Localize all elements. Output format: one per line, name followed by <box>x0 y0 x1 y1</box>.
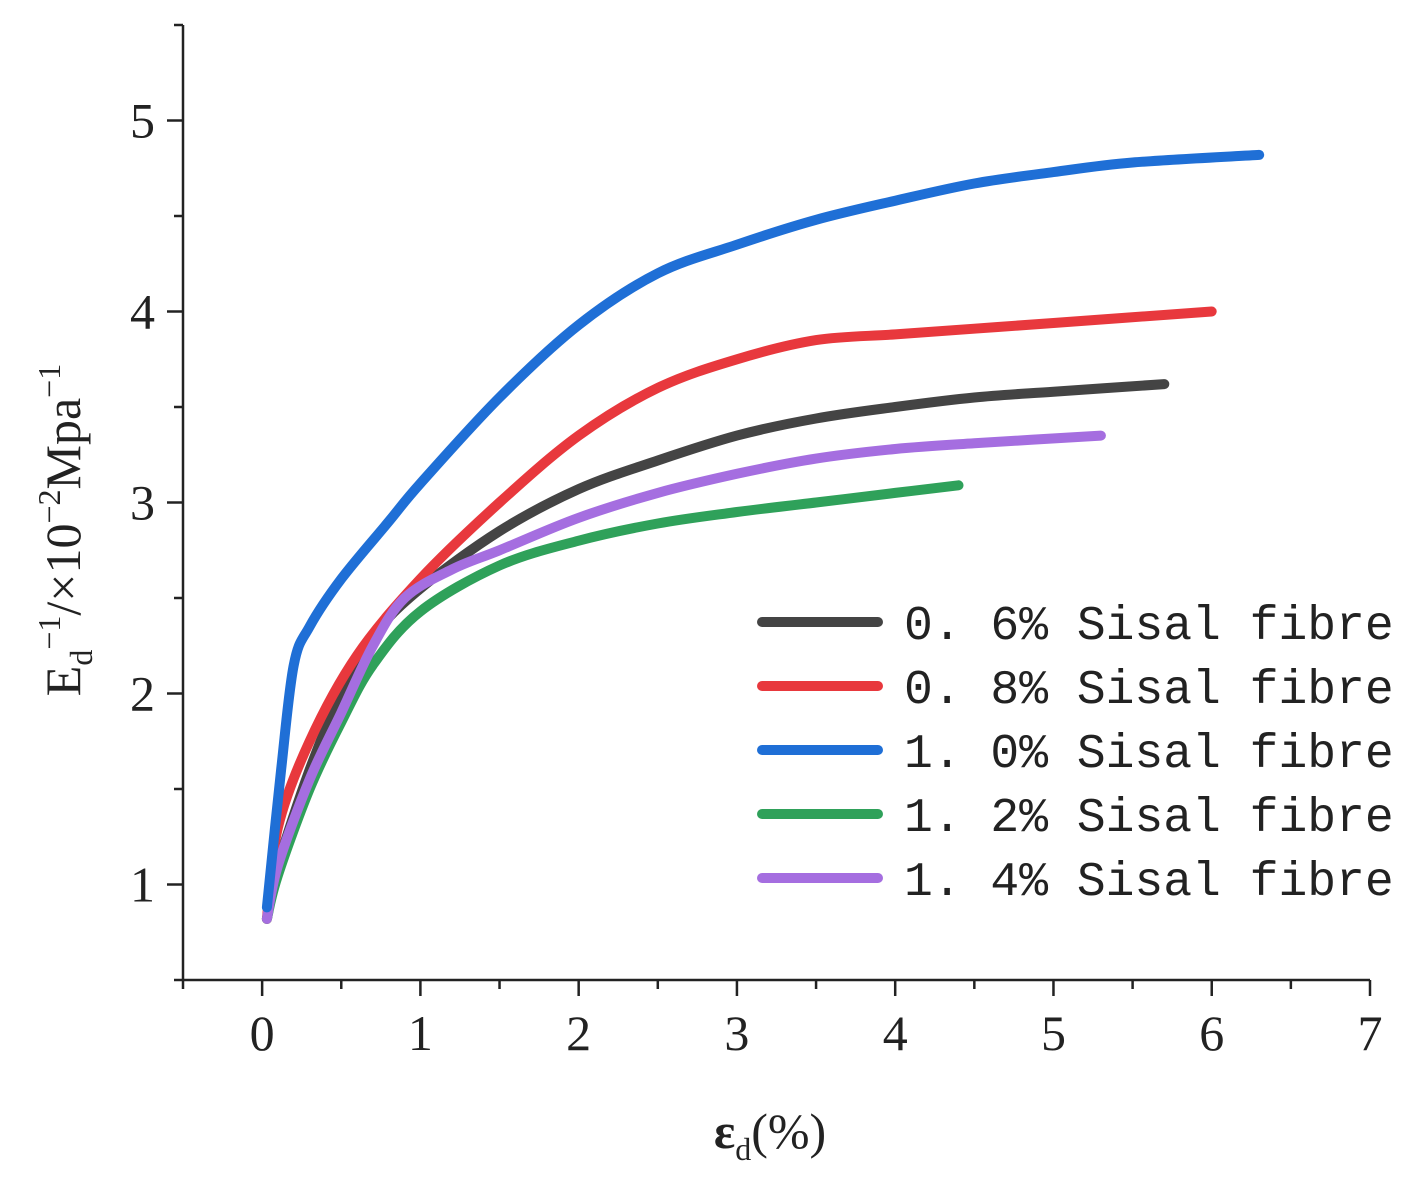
y-axis-title-e: E <box>35 666 91 697</box>
series-line-08 <box>261 306 1217 924</box>
y-axis-title-e-sup: −1 <box>31 616 67 650</box>
series-line-10 <box>261 149 1265 913</box>
x-tick-label: 2 <box>566 1005 591 1061</box>
x-axis-title-rest: (%) <box>751 1103 826 1159</box>
series-line-06 <box>261 379 1170 924</box>
legend-label: 0. 8% Sisal fibre <box>904 664 1394 718</box>
x-tick-label: 5 <box>1041 1005 1066 1061</box>
x-tick-label: 4 <box>883 1005 908 1061</box>
y-tick-label: 1 <box>130 857 155 913</box>
x-tick-label: 0 <box>250 1005 275 1061</box>
x-tick-label: 6 <box>1199 1005 1224 1061</box>
y-tick-label: 2 <box>130 666 155 722</box>
series-layer <box>261 149 1265 924</box>
x-tick-label: 7 <box>1358 1005 1383 1061</box>
series-line-14 <box>261 430 1106 924</box>
legend-label: 1. 0% Sisal fibre <box>904 728 1394 782</box>
y-axis-title-unit-sup: −1 <box>31 364 67 398</box>
legend-label: 1. 4% Sisal fibre <box>904 856 1394 910</box>
x-axis-title: εd(%) <box>714 1103 826 1167</box>
y-tick-label: 4 <box>130 284 155 340</box>
axes: 0 1 2 3 4 5 6 7 1 2 3 4 5 <box>130 23 1383 1061</box>
x-axis-title-main: ε <box>714 1103 735 1159</box>
x-tick-label: 3 <box>724 1005 749 1061</box>
legend: 0. 6% Sisal fibre 0. 8% Sisal fibre 1. 0% … <box>757 600 1394 910</box>
y-axis-title: Ed−1/×10−2Mpa−1 <box>31 364 99 696</box>
x-tick-label: 1 <box>408 1005 433 1061</box>
y-axis-title-unit: Mpa <box>35 398 91 490</box>
y-axis-title-mid: /×10 <box>35 524 91 616</box>
y-tick-label: 5 <box>130 93 155 149</box>
legend-label: 0. 6% Sisal fibre <box>904 600 1394 654</box>
legend-label: 1. 2% Sisal fibre <box>904 792 1394 846</box>
x-axis-title-sub: d <box>735 1131 751 1167</box>
y-tick-label: 3 <box>130 475 155 531</box>
y-axis-title-mid-sup: −2 <box>31 489 67 523</box>
y-axis-title-e-sub: d <box>63 650 99 666</box>
